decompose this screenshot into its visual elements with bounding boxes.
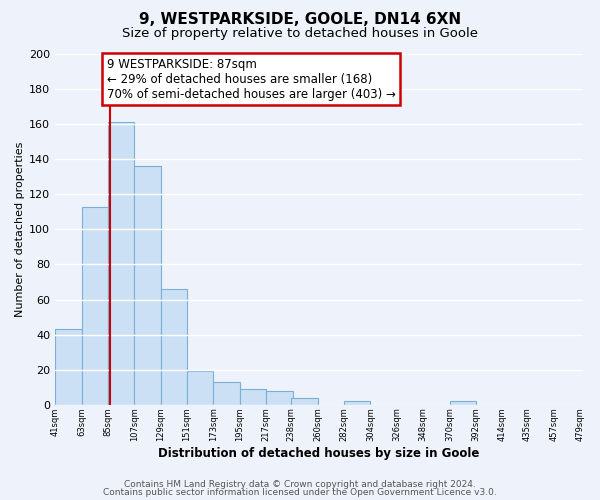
Bar bbox=[187, 372, 214, 405]
Text: Contains public sector information licensed under the Open Government Licence v3: Contains public sector information licen… bbox=[103, 488, 497, 497]
Bar bbox=[214, 382, 240, 405]
Bar bbox=[292, 398, 317, 405]
Bar bbox=[108, 122, 134, 405]
Y-axis label: Number of detached properties: Number of detached properties bbox=[15, 142, 25, 317]
Text: 9 WESTPARKSIDE: 87sqm
← 29% of detached houses are smaller (168)
70% of semi-det: 9 WESTPARKSIDE: 87sqm ← 29% of detached … bbox=[107, 58, 395, 100]
Bar bbox=[240, 389, 266, 405]
Text: Size of property relative to detached houses in Goole: Size of property relative to detached ho… bbox=[122, 28, 478, 40]
Text: Contains HM Land Registry data © Crown copyright and database right 2024.: Contains HM Land Registry data © Crown c… bbox=[124, 480, 476, 489]
Bar bbox=[82, 206, 108, 405]
Text: 9, WESTPARKSIDE, GOOLE, DN14 6XN: 9, WESTPARKSIDE, GOOLE, DN14 6XN bbox=[139, 12, 461, 28]
Bar bbox=[161, 289, 187, 405]
Bar bbox=[266, 391, 293, 405]
Bar bbox=[344, 402, 370, 405]
Bar bbox=[134, 166, 161, 405]
X-axis label: Distribution of detached houses by size in Goole: Distribution of detached houses by size … bbox=[158, 447, 479, 460]
Bar bbox=[55, 330, 82, 405]
Bar bbox=[449, 402, 476, 405]
